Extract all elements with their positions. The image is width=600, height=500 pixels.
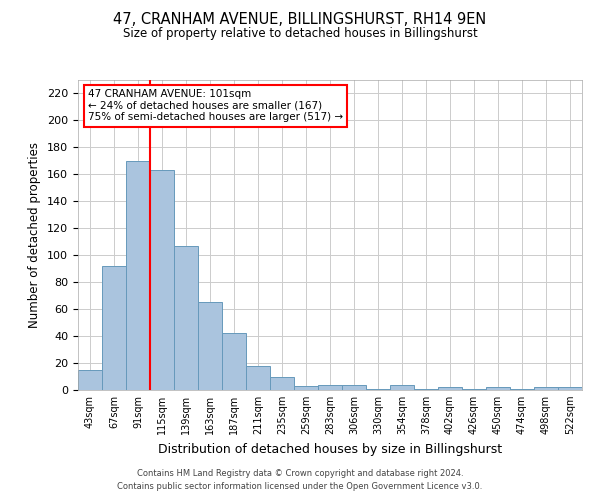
Bar [438,388,462,390]
Text: Size of property relative to detached houses in Billingshurst: Size of property relative to detached ho… [122,28,478,40]
X-axis label: Distribution of detached houses by size in Billingshurst: Distribution of detached houses by size … [158,442,502,456]
Bar [126,161,150,390]
Bar [390,384,414,390]
Bar [510,388,534,390]
Bar [222,334,246,390]
Bar [102,266,126,390]
Bar [270,376,294,390]
Bar [150,170,174,390]
Bar [486,388,510,390]
Bar [174,246,198,390]
Y-axis label: Number of detached properties: Number of detached properties [28,142,41,328]
Bar [462,388,486,390]
Text: 47, CRANHAM AVENUE, BILLINGSHURST, RH14 9EN: 47, CRANHAM AVENUE, BILLINGSHURST, RH14 … [113,12,487,28]
Text: Contains HM Land Registry data © Crown copyright and database right 2024.: Contains HM Land Registry data © Crown c… [137,468,463,477]
Bar [414,388,438,390]
Bar [318,384,342,390]
Bar [558,388,582,390]
Bar [78,370,102,390]
Bar [534,388,558,390]
Text: 47 CRANHAM AVENUE: 101sqm
← 24% of detached houses are smaller (167)
75% of semi: 47 CRANHAM AVENUE: 101sqm ← 24% of detac… [88,90,343,122]
Bar [294,386,318,390]
Bar [342,384,366,390]
Bar [198,302,222,390]
Bar [246,366,270,390]
Text: Contains public sector information licensed under the Open Government Licence v3: Contains public sector information licen… [118,482,482,491]
Bar [366,388,390,390]
